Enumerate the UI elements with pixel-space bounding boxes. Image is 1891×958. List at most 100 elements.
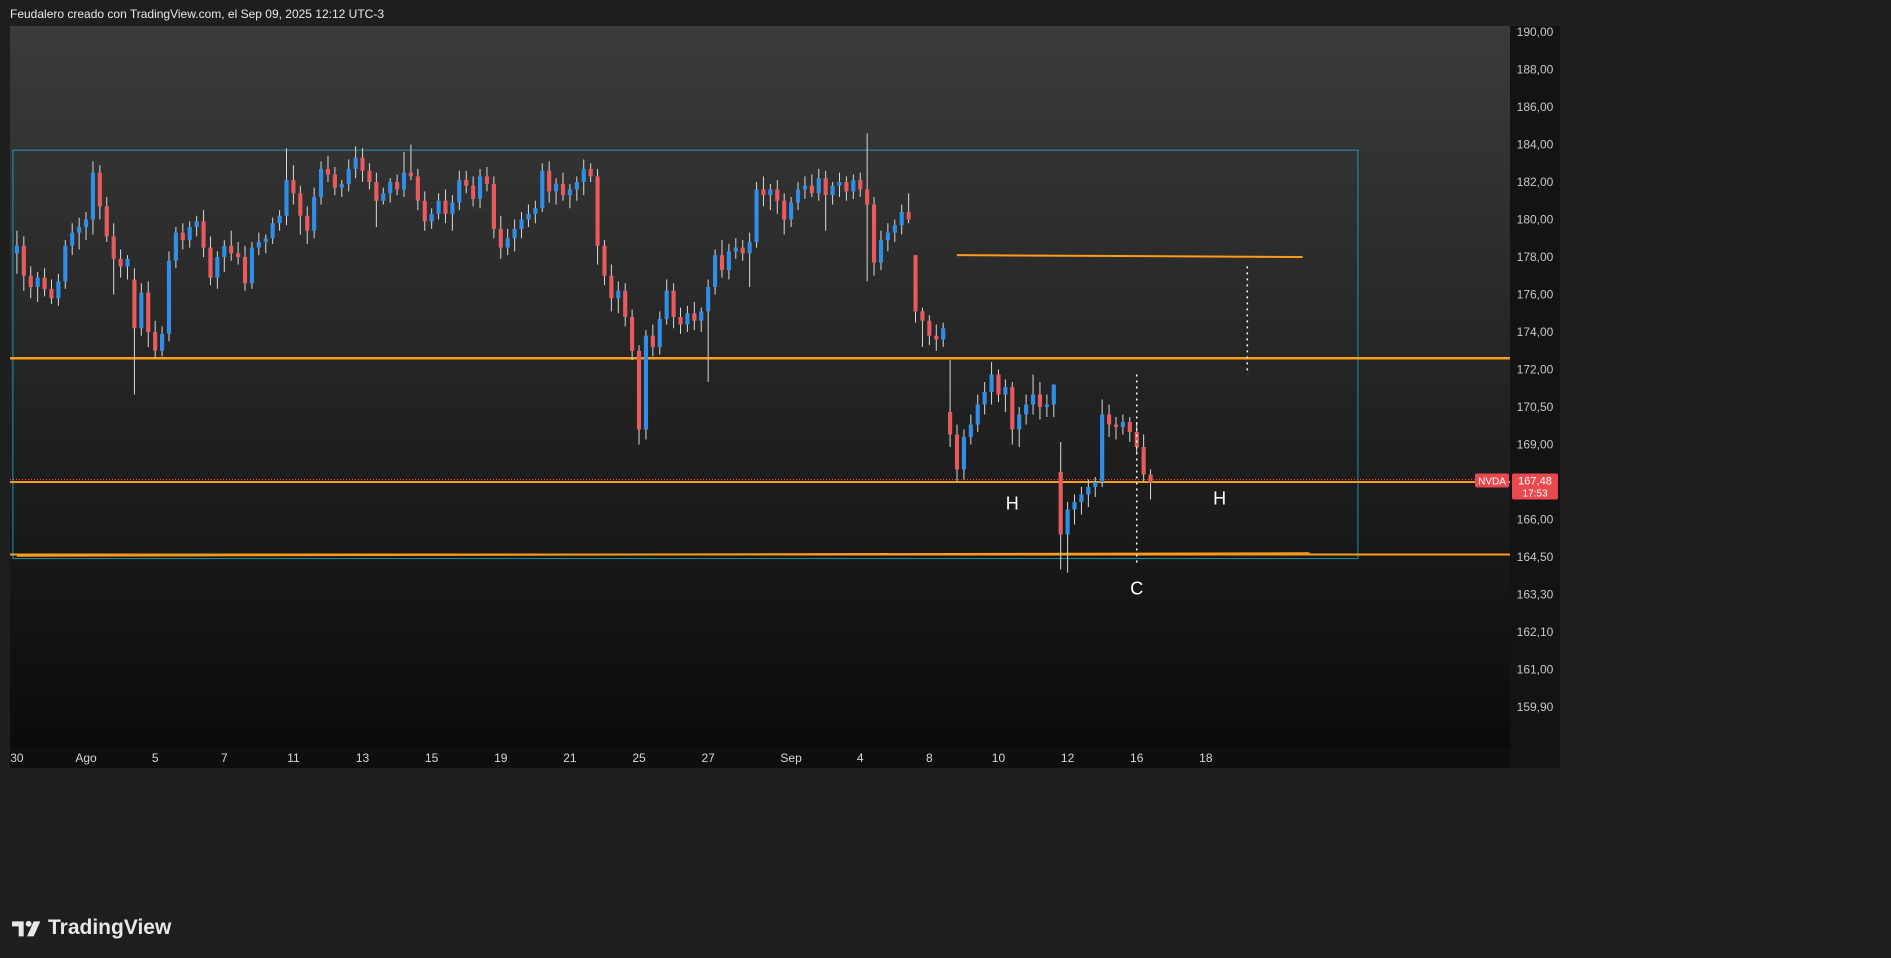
candle[interactable] bbox=[865, 133, 870, 282]
candle[interactable] bbox=[851, 174, 856, 199]
candle[interactable] bbox=[512, 219, 517, 252]
candle[interactable] bbox=[353, 146, 358, 179]
candle[interactable] bbox=[1051, 384, 1056, 418]
candle[interactable] bbox=[650, 324, 655, 357]
candle[interactable] bbox=[1044, 394, 1049, 418]
pattern-annotation-label[interactable]: H bbox=[1213, 489, 1226, 509]
candle[interactable] bbox=[450, 195, 455, 231]
candle[interactable] bbox=[291, 165, 296, 205]
candle[interactable] bbox=[457, 170, 462, 211]
candle[interactable] bbox=[111, 223, 116, 295]
candle[interactable] bbox=[194, 215, 199, 237]
candle[interactable] bbox=[719, 240, 725, 278]
candle[interactable] bbox=[1093, 477, 1098, 497]
candle[interactable] bbox=[927, 315, 932, 346]
candle[interactable] bbox=[63, 240, 68, 289]
candle[interactable] bbox=[395, 174, 400, 196]
candle[interactable] bbox=[1134, 422, 1139, 455]
candle[interactable] bbox=[97, 165, 102, 220]
candle[interactable] bbox=[837, 172, 842, 197]
candle[interactable] bbox=[533, 200, 538, 224]
candle[interactable] bbox=[201, 210, 206, 257]
candle[interactable] bbox=[270, 217, 275, 244]
candle[interactable] bbox=[1113, 417, 1119, 440]
candle[interactable] bbox=[989, 362, 994, 405]
candle[interactable] bbox=[802, 176, 808, 199]
candle[interactable] bbox=[636, 345, 642, 445]
candle[interactable] bbox=[1017, 407, 1022, 447]
trend-segment-line[interactable] bbox=[16, 552, 1310, 557]
candle[interactable] bbox=[574, 176, 579, 201]
candle[interactable] bbox=[1086, 479, 1091, 508]
candle[interactable] bbox=[505, 228, 510, 256]
candle[interactable] bbox=[885, 223, 890, 252]
candle[interactable] bbox=[1072, 494, 1077, 525]
candle[interactable] bbox=[215, 251, 220, 289]
candle[interactable] bbox=[726, 243, 731, 280]
candle[interactable] bbox=[519, 212, 524, 239]
candle[interactable] bbox=[664, 279, 669, 325]
candle[interactable] bbox=[173, 227, 178, 269]
candle[interactable] bbox=[1037, 382, 1043, 420]
candle[interactable] bbox=[491, 176, 496, 239]
candle[interactable] bbox=[346, 159, 351, 192]
candle[interactable] bbox=[830, 182, 835, 205]
candle[interactable] bbox=[277, 210, 282, 231]
candle[interactable] bbox=[920, 307, 925, 347]
candle[interactable] bbox=[236, 242, 241, 265]
tradingview-logo[interactable]: TradingView bbox=[12, 914, 171, 942]
y-axis-area[interactable] bbox=[1510, 26, 1560, 768]
candle[interactable] bbox=[899, 204, 904, 235]
candle[interactable] bbox=[305, 206, 310, 244]
candle[interactable] bbox=[1120, 414, 1125, 435]
candle[interactable] bbox=[298, 185, 303, 235]
candle[interactable] bbox=[1079, 487, 1084, 515]
candle[interactable] bbox=[146, 281, 151, 347]
candle[interactable] bbox=[318, 161, 324, 205]
candle[interactable] bbox=[809, 174, 814, 198]
candle[interactable] bbox=[878, 230, 884, 271]
candle[interactable] bbox=[892, 219, 897, 243]
candle[interactable] bbox=[678, 307, 683, 334]
candle[interactable] bbox=[954, 424, 960, 483]
trend-segment-line[interactable] bbox=[956, 254, 1303, 258]
candle[interactable] bbox=[975, 394, 980, 433]
candle[interactable] bbox=[139, 283, 144, 336]
candle[interactable] bbox=[90, 161, 96, 235]
candle[interactable] bbox=[229, 230, 234, 261]
candle[interactable] bbox=[367, 163, 372, 190]
candle[interactable] bbox=[547, 161, 552, 203]
candle[interactable] bbox=[484, 167, 490, 192]
candle[interactable] bbox=[160, 326, 165, 357]
candle[interactable] bbox=[249, 242, 255, 289]
candle[interactable] bbox=[712, 249, 718, 295]
candle[interactable] bbox=[823, 170, 828, 231]
pattern-annotation-label[interactable]: C bbox=[1130, 579, 1143, 599]
candle[interactable] bbox=[761, 176, 766, 207]
x-axis-area[interactable] bbox=[10, 748, 1510, 768]
candle[interactable] bbox=[858, 172, 863, 197]
pattern-annotation-label[interactable]: H bbox=[1006, 494, 1019, 514]
candle[interactable] bbox=[1010, 382, 1015, 445]
candle[interactable] bbox=[630, 309, 635, 361]
candle[interactable] bbox=[284, 148, 289, 226]
candle[interactable] bbox=[982, 382, 987, 415]
candle[interactable] bbox=[118, 249, 123, 278]
candle[interactable] bbox=[1148, 469, 1153, 500]
candle[interactable] bbox=[21, 236, 26, 291]
candle[interactable] bbox=[692, 302, 697, 331]
candle[interactable] bbox=[526, 204, 531, 228]
candle[interactable] bbox=[747, 232, 752, 287]
candle[interactable] bbox=[208, 236, 213, 286]
candle[interactable] bbox=[540, 163, 545, 212]
candle[interactable] bbox=[443, 189, 448, 224]
candle[interactable] bbox=[408, 144, 413, 181]
candle[interactable] bbox=[339, 180, 344, 197]
candle[interactable] bbox=[906, 193, 911, 224]
candle[interactable] bbox=[125, 255, 130, 280]
candle[interactable] bbox=[180, 223, 185, 250]
candle[interactable] bbox=[699, 307, 704, 332]
candle[interactable] bbox=[643, 330, 649, 440]
candle[interactable] bbox=[381, 187, 386, 205]
candle[interactable] bbox=[961, 429, 966, 480]
